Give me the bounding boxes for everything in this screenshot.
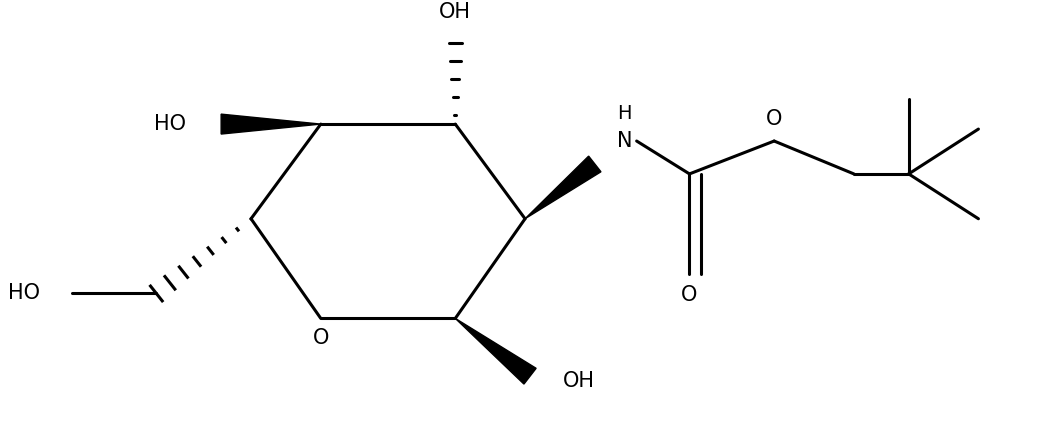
Text: H: H <box>618 104 632 123</box>
Text: OH: OH <box>439 3 471 23</box>
Text: OH: OH <box>563 371 595 391</box>
Text: HO: HO <box>8 283 39 303</box>
Text: O: O <box>312 328 329 348</box>
Polygon shape <box>525 156 601 219</box>
Polygon shape <box>456 318 537 384</box>
Text: HO: HO <box>155 114 186 134</box>
Polygon shape <box>221 114 321 134</box>
Text: O: O <box>766 109 783 129</box>
Text: N: N <box>617 131 632 151</box>
Text: O: O <box>681 285 698 306</box>
